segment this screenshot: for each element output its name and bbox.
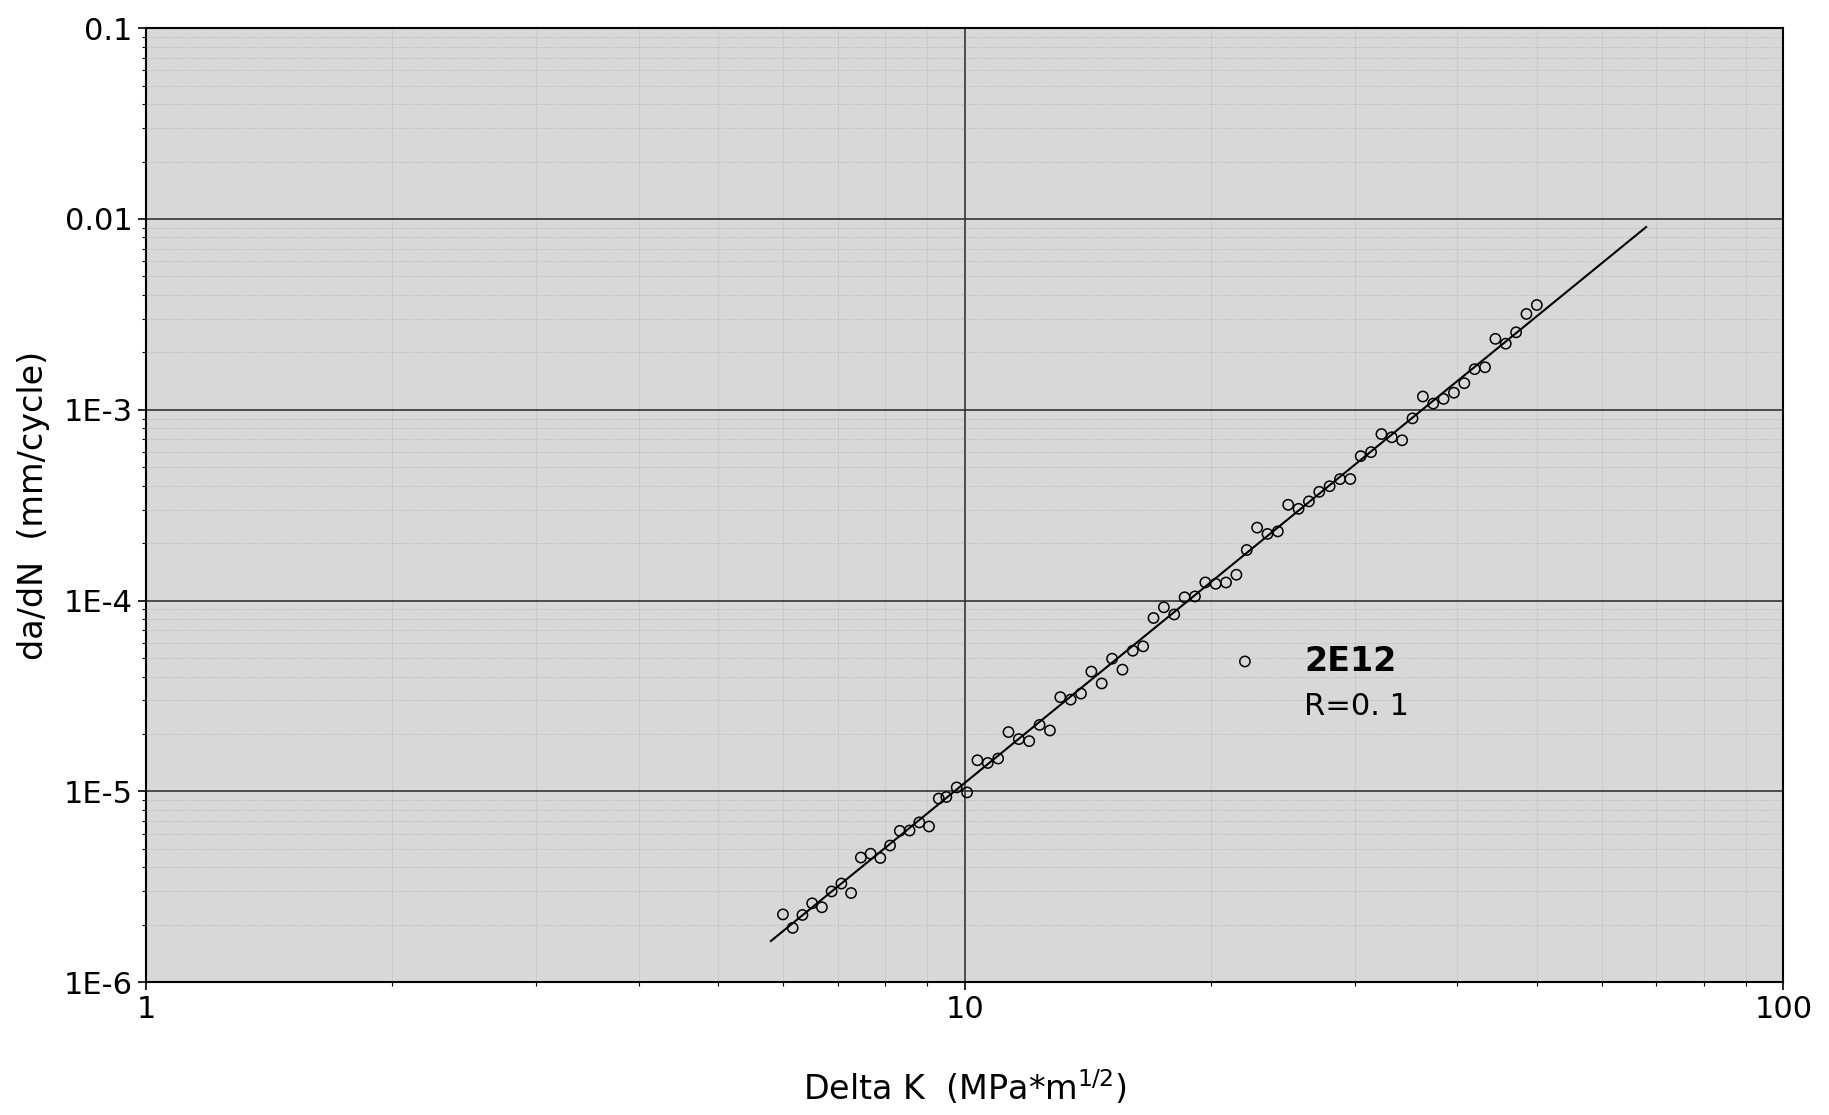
Point bbox=[1439, 384, 1469, 401]
Point bbox=[1481, 330, 1511, 348]
Point bbox=[1513, 306, 1542, 323]
Point bbox=[1522, 297, 1551, 314]
Point bbox=[924, 789, 953, 807]
Point bbox=[1366, 425, 1396, 443]
Point bbox=[1180, 588, 1209, 605]
Point bbox=[885, 822, 914, 840]
Point bbox=[807, 899, 836, 917]
Point bbox=[993, 724, 1022, 741]
Point bbox=[1233, 541, 1262, 559]
Point bbox=[1222, 565, 1251, 583]
Point bbox=[777, 919, 807, 937]
Point bbox=[1004, 730, 1033, 748]
Point bbox=[1264, 523, 1293, 541]
Point bbox=[1304, 483, 1333, 501]
Point bbox=[1397, 409, 1427, 427]
Point bbox=[1202, 575, 1231, 593]
Point bbox=[1171, 589, 1200, 607]
Text: R=0. 1: R=0. 1 bbox=[1304, 691, 1410, 720]
Y-axis label: da/dN  (mm/cycle): da/dN (mm/cycle) bbox=[16, 350, 49, 660]
Point bbox=[1231, 652, 1260, 670]
Point bbox=[1388, 432, 1417, 449]
Point bbox=[984, 749, 1013, 767]
Point bbox=[1326, 471, 1355, 488]
Point bbox=[905, 814, 935, 832]
Point bbox=[1419, 395, 1449, 413]
Point bbox=[1408, 388, 1438, 406]
Point bbox=[1066, 685, 1096, 702]
Point bbox=[1128, 638, 1158, 656]
Point bbox=[1108, 661, 1138, 679]
Point bbox=[836, 884, 865, 902]
Point bbox=[1471, 358, 1500, 376]
Point bbox=[1118, 642, 1147, 660]
Point bbox=[797, 894, 827, 912]
Point bbox=[865, 849, 894, 866]
Point bbox=[876, 836, 905, 854]
Point bbox=[1377, 428, 1407, 446]
Point bbox=[856, 845, 885, 863]
Point bbox=[1253, 525, 1282, 543]
Point bbox=[768, 905, 797, 923]
Point bbox=[1211, 573, 1240, 591]
Point bbox=[1460, 360, 1489, 378]
Point bbox=[1139, 609, 1169, 627]
Point bbox=[1035, 721, 1064, 739]
Point bbox=[1191, 573, 1220, 591]
Point bbox=[1428, 390, 1458, 408]
Point bbox=[1055, 690, 1085, 708]
Point bbox=[788, 906, 818, 924]
Point bbox=[973, 754, 1002, 772]
Point bbox=[1024, 716, 1054, 734]
Point bbox=[953, 784, 982, 802]
Point bbox=[942, 778, 971, 796]
Text: 2E12: 2E12 bbox=[1304, 644, 1397, 678]
Point bbox=[1149, 599, 1178, 617]
Point bbox=[1086, 675, 1116, 692]
Point bbox=[1046, 688, 1075, 706]
Point bbox=[1491, 334, 1520, 352]
Point bbox=[1357, 444, 1386, 462]
Point bbox=[1097, 650, 1127, 668]
Point bbox=[1077, 662, 1107, 680]
Point bbox=[847, 849, 876, 866]
Point bbox=[894, 822, 924, 840]
Point bbox=[1160, 605, 1189, 623]
Point bbox=[818, 883, 847, 901]
Point bbox=[931, 788, 960, 806]
Point bbox=[1284, 500, 1313, 517]
Point bbox=[914, 817, 944, 835]
Point bbox=[962, 752, 991, 769]
Point bbox=[1502, 323, 1531, 341]
Point bbox=[827, 874, 856, 892]
Point bbox=[1295, 493, 1324, 511]
Point bbox=[1346, 447, 1375, 465]
Point bbox=[1273, 496, 1302, 514]
Point bbox=[1315, 477, 1344, 495]
Point bbox=[1335, 471, 1364, 488]
Point bbox=[1242, 518, 1271, 536]
Point bbox=[1450, 375, 1480, 392]
Text: Delta K  (MPa*m$^{1/2}$): Delta K (MPa*m$^{1/2}$) bbox=[803, 1068, 1127, 1107]
Point bbox=[1015, 733, 1044, 750]
